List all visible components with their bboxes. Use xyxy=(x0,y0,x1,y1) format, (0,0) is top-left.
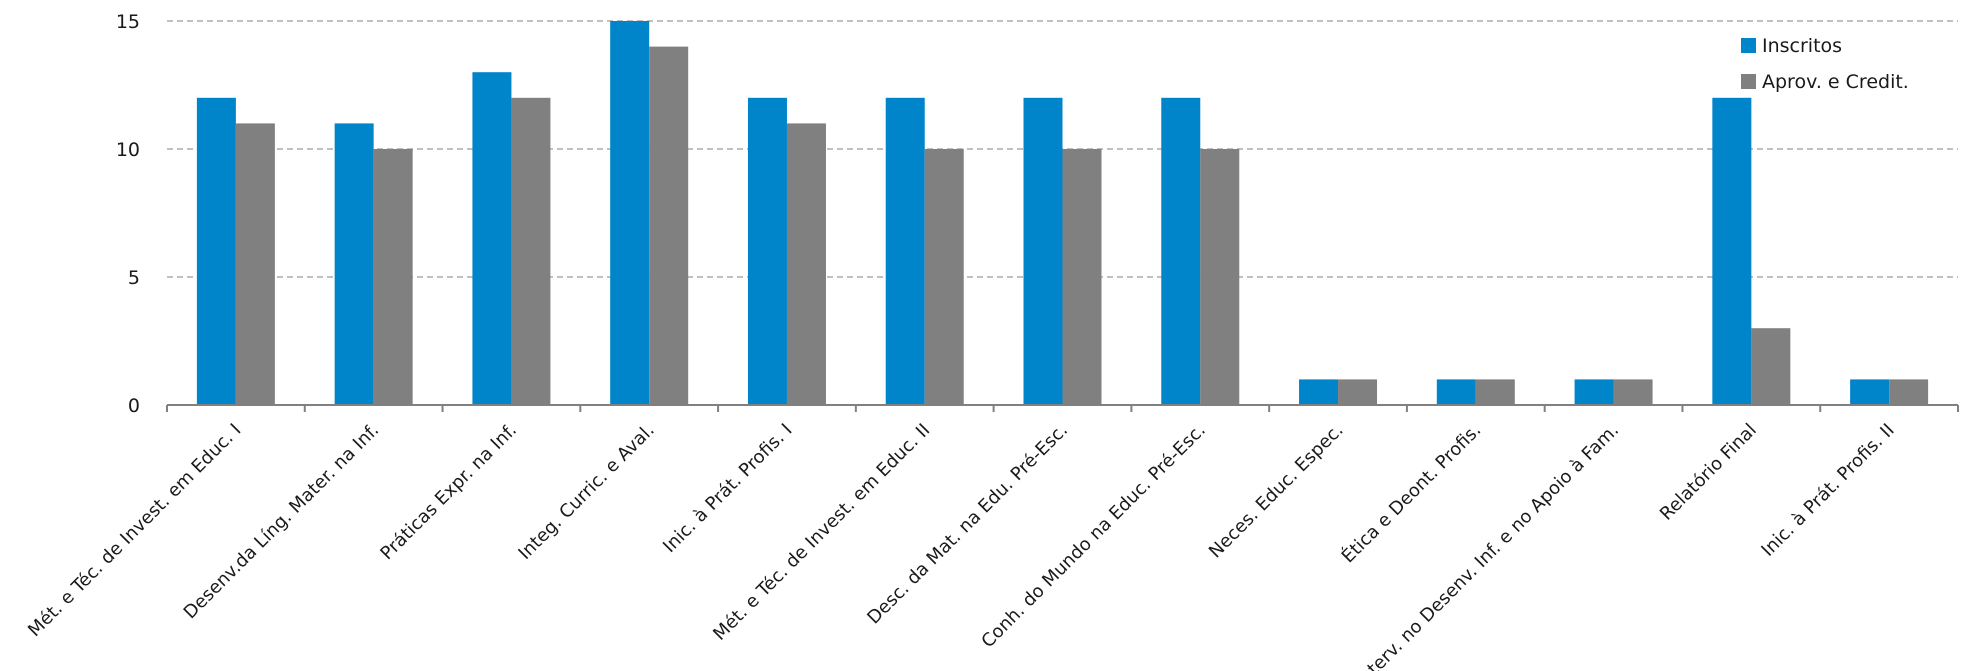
x-category-label: Mét. e Téc. de Invest. em Educ. I xyxy=(24,420,245,641)
legend: Inscritos Aprov. e Credit. xyxy=(1741,35,1909,93)
y-tick-label: 0 xyxy=(128,395,140,417)
x-category-label: Integ. Curric. e Aval. xyxy=(514,420,658,564)
legend-swatch xyxy=(1741,38,1756,53)
x-category-label: Inic. à Prát. Profis. I xyxy=(659,420,796,557)
bar-inscritos xyxy=(1299,379,1339,405)
x-category-label: Inic. à Prát. Profis. II xyxy=(1757,420,1898,561)
bar-aprov-credit xyxy=(1613,379,1653,405)
x-axis-category-labels: Mét. e Téc. de Invest. em Educ. IDesenv.… xyxy=(24,419,1899,671)
x-category-label: Conh. do Mundo na Educ. Pré-Esc. xyxy=(977,420,1209,652)
bar-inscritos xyxy=(1712,97,1752,406)
bar-inscritos xyxy=(472,72,512,405)
bar-inscritos xyxy=(334,123,374,406)
x-category-label: Mét. e Téc. de Invest. em Educ. II xyxy=(709,420,934,645)
bar-aprov-credit xyxy=(1889,379,1929,405)
legend-swatch xyxy=(1741,74,1756,89)
bar-inscritos xyxy=(1574,379,1614,405)
bar-aprov-credit xyxy=(1475,379,1515,405)
bar-aprov-credit xyxy=(1062,149,1102,405)
bar-aprov-credit xyxy=(1200,149,1240,405)
x-category-label: Práticas Expr. na Inf. xyxy=(376,420,520,564)
bar-inscritos xyxy=(747,97,787,406)
y-tick-label: 5 xyxy=(128,267,140,289)
bar-aprov-credit xyxy=(786,123,826,406)
bar-aprov-credit xyxy=(511,97,551,406)
bar-inscritos xyxy=(885,97,925,406)
legend-label: Aprov. e Credit. xyxy=(1762,71,1909,93)
bar-aprov-credit xyxy=(1338,379,1378,405)
x-axis xyxy=(166,404,1959,412)
bar-inscritos xyxy=(196,97,236,406)
y-tick-label: 15 xyxy=(116,11,140,33)
bar-aprov-credit xyxy=(649,46,689,405)
y-axis-tick-labels: 0 5 10 15 xyxy=(116,11,140,417)
x-category-label: Neces. Educ. Espec. xyxy=(1205,420,1348,563)
bar-inscritos xyxy=(1850,379,1890,405)
bar-aprov-credit xyxy=(235,123,275,406)
bar-inscritos xyxy=(1023,97,1063,406)
bar-inscritos xyxy=(1436,379,1476,405)
bar-inscritos xyxy=(1161,97,1201,406)
bar-aprov-credit xyxy=(924,149,964,405)
x-category-label: Ética e Deont. Profis. xyxy=(1337,419,1485,567)
x-category-label: Relatório Final xyxy=(1656,420,1761,525)
legend-label: Inscritos xyxy=(1762,35,1842,57)
bars xyxy=(196,21,1929,406)
bar-aprov-credit xyxy=(373,149,413,405)
x-category-label: Interv. no Desenv. Inf. e no Apoio à Fam… xyxy=(1352,420,1623,671)
bar-inscritos xyxy=(610,21,650,405)
bar-aprov-credit xyxy=(1751,328,1791,405)
y-tick-label: 10 xyxy=(116,139,140,161)
